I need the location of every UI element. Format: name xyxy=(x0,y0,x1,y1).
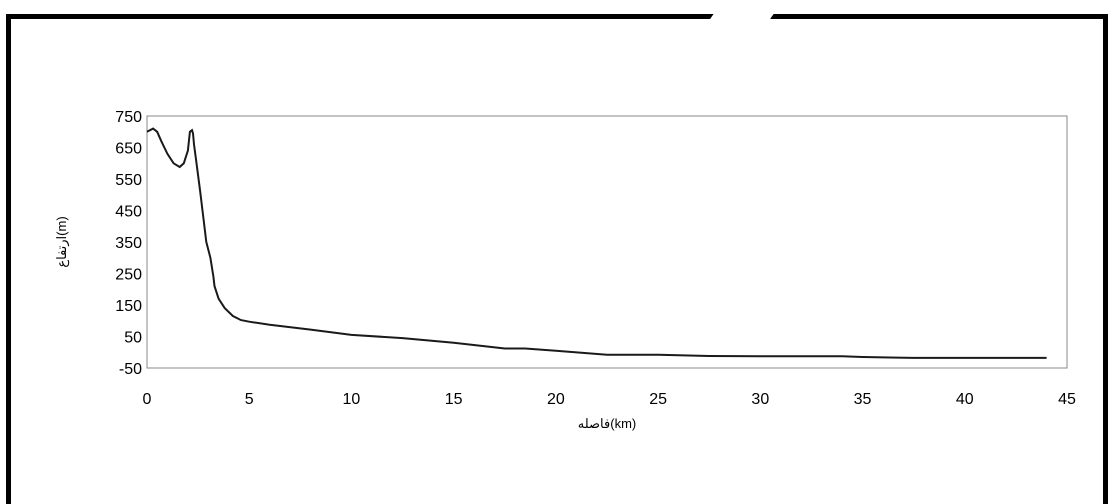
x-tick-label: 10 xyxy=(343,391,361,408)
x-tick-label: 20 xyxy=(547,391,565,408)
x-tick-label: 30 xyxy=(751,391,769,408)
y-tick-label: 350 xyxy=(115,235,142,252)
figure-frame xyxy=(6,13,1108,504)
y-tick-label: 150 xyxy=(115,298,142,315)
x-tick-label: 15 xyxy=(445,391,463,408)
x-tick-label: 40 xyxy=(956,391,974,408)
x-tick-label: 45 xyxy=(1058,391,1076,408)
y-tick-label: 50 xyxy=(124,330,142,347)
y-axis: 750 650 550 450 350 250 150 50 -50 xyxy=(115,109,142,378)
x-axis: 0 5 10 15 20 25 30 35 40 45 xyxy=(143,391,1076,408)
y-tick-label: 550 xyxy=(115,172,142,189)
y-tick-label: 750 xyxy=(115,109,142,126)
x-tick-label: 5 xyxy=(245,391,254,408)
x-tick-label: 25 xyxy=(649,391,667,408)
x-axis-label: فاصله(km) xyxy=(578,416,637,431)
series-line xyxy=(146,127,1047,359)
x-tick-label: 0 xyxy=(143,391,152,408)
y-tick-label: 650 xyxy=(115,141,142,158)
y-tick-label: -50 xyxy=(119,361,142,378)
y-tick-label: 450 xyxy=(115,204,142,221)
y-axis-label: ارتفاع(m) xyxy=(54,216,70,267)
y-tick-label: 250 xyxy=(115,267,142,284)
plot-area xyxy=(146,115,1068,369)
x-tick-label: 35 xyxy=(854,391,872,408)
